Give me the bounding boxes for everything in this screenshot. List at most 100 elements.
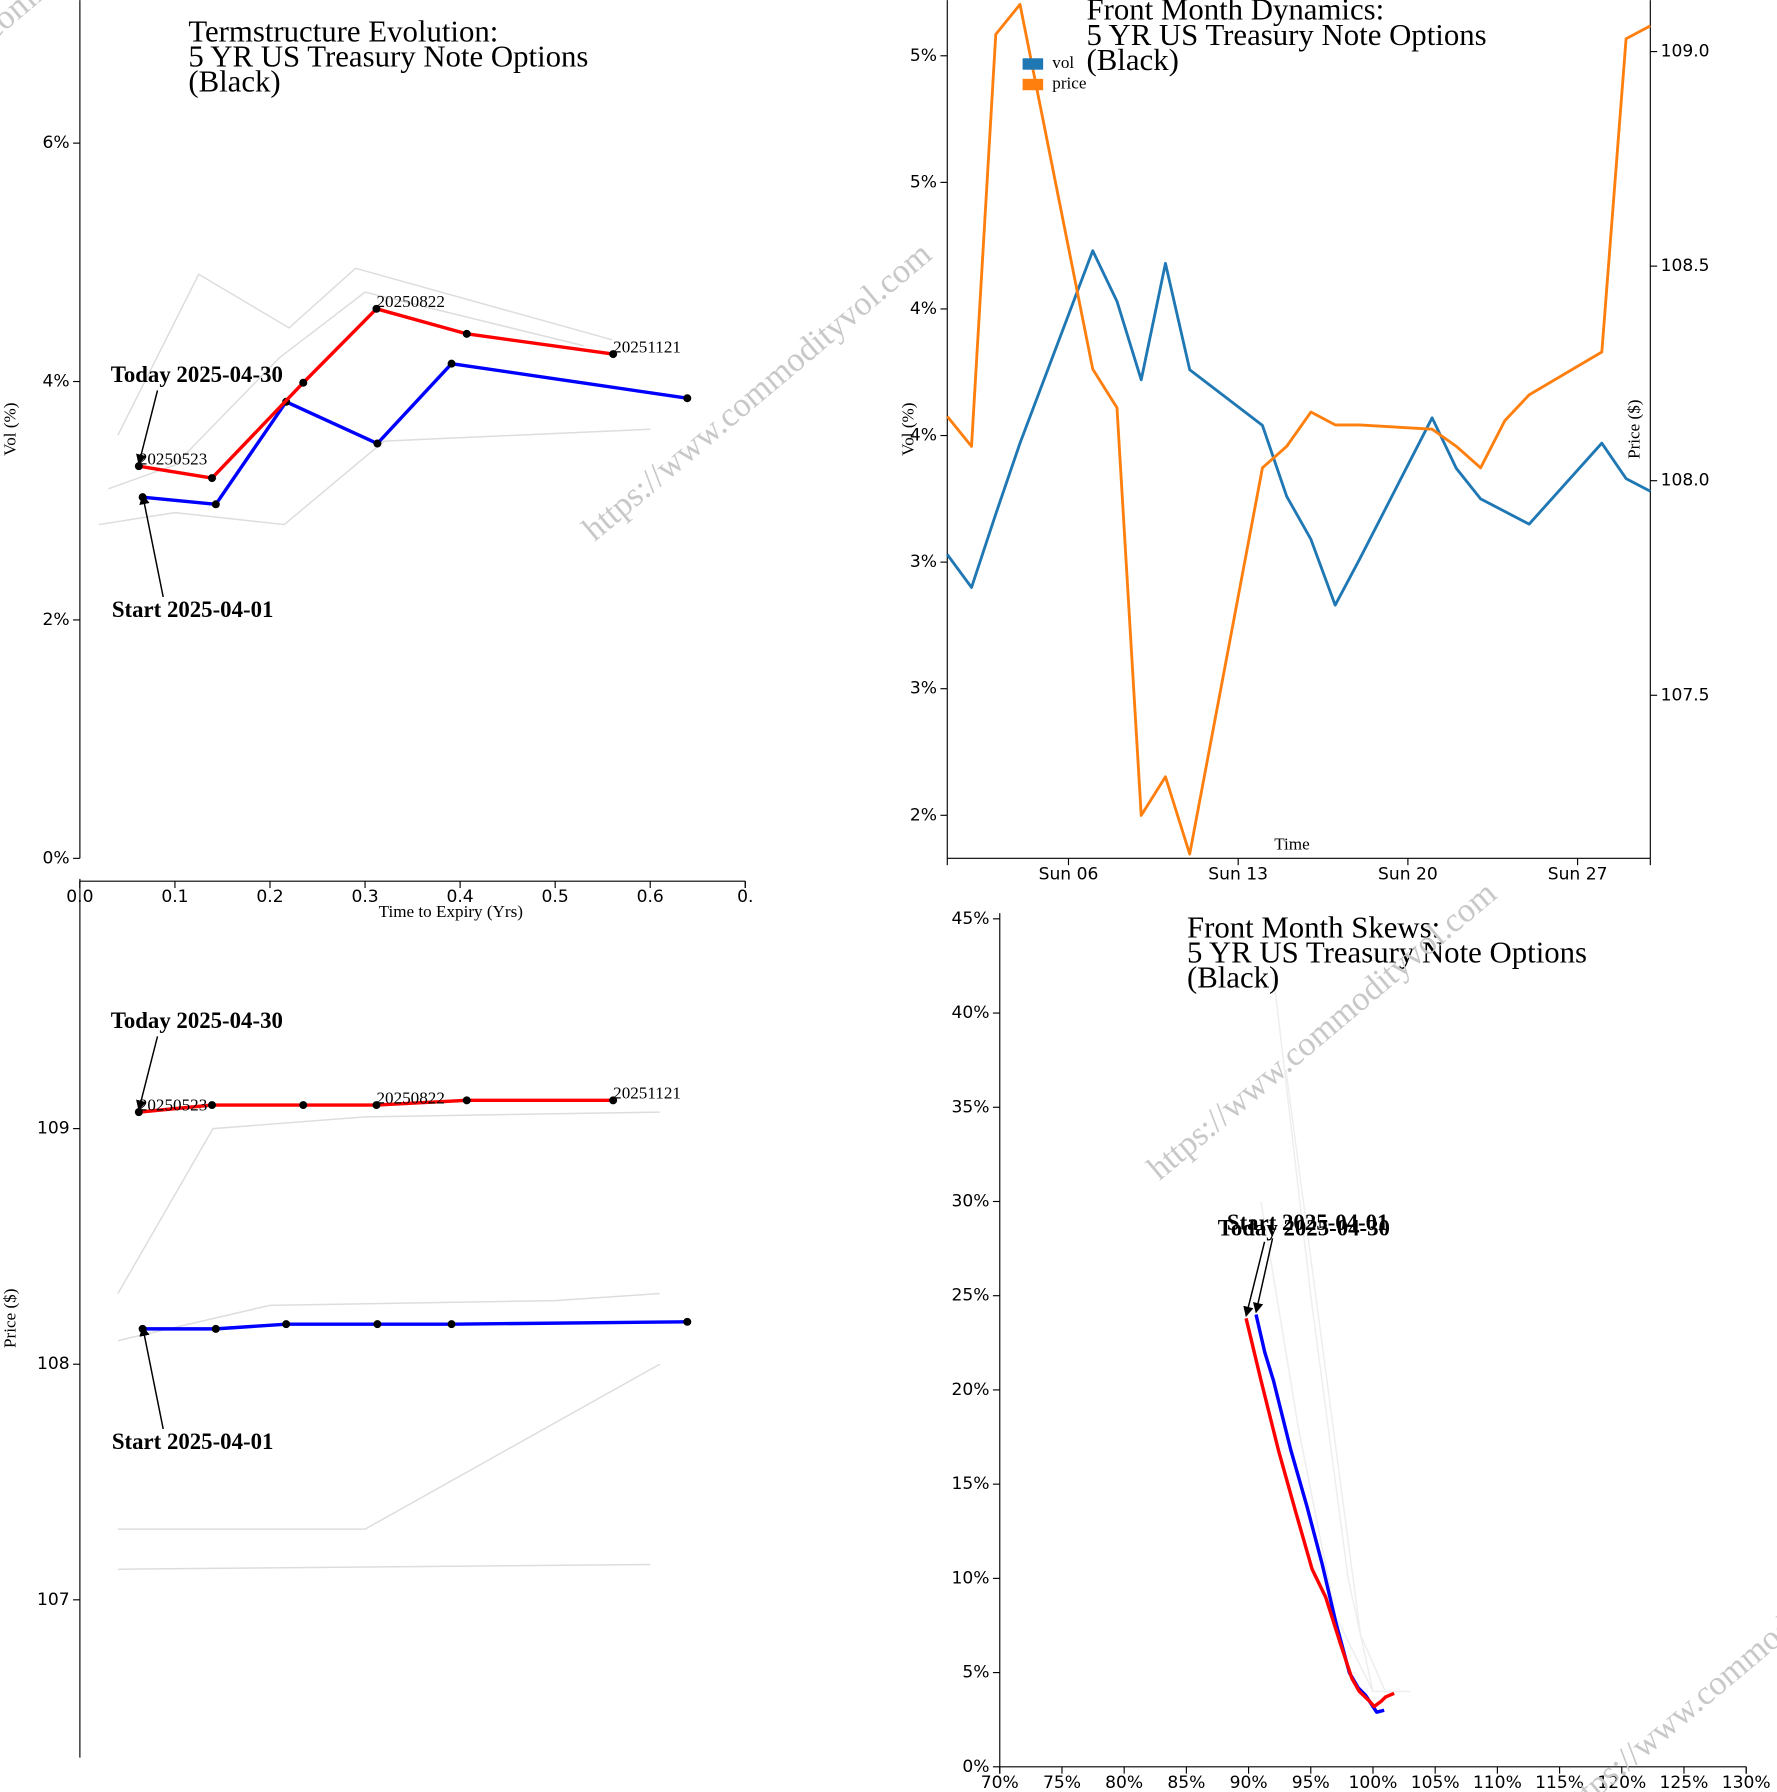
annotation: Today 2025-04-30 bbox=[111, 1008, 283, 1033]
annotation: Today 2025-04-30 bbox=[111, 362, 283, 387]
history-line bbox=[117, 1111, 660, 1294]
annotation-arrow bbox=[139, 493, 164, 598]
legend-label: price bbox=[1052, 73, 1086, 92]
y-tick-label: 5% bbox=[910, 172, 937, 192]
x-tick-label: 95% bbox=[1292, 1773, 1330, 1792]
legend-swatch bbox=[1022, 78, 1044, 91]
point bbox=[372, 304, 381, 313]
y2-tick-label: 107.5 bbox=[1661, 685, 1710, 705]
point-label: 20250523 bbox=[139, 449, 207, 468]
history-line bbox=[108, 291, 584, 490]
x-tick-label: Sun 27 bbox=[1548, 864, 1608, 884]
legend-swatch bbox=[1022, 58, 1044, 70]
chart-title: Front Month Dynamics: bbox=[1087, 0, 1385, 27]
y-axis-label: Vol (%) bbox=[899, 403, 918, 456]
y2-tick-label: 108.5 bbox=[1661, 256, 1710, 276]
point bbox=[208, 474, 217, 483]
annotation-arrow bbox=[1253, 1238, 1274, 1314]
history-line bbox=[98, 428, 651, 526]
point-label: 20251121 bbox=[613, 1084, 681, 1103]
point bbox=[447, 1320, 456, 1329]
y-tick-label: 35% bbox=[951, 1097, 989, 1117]
series-line bbox=[946, 2, 1651, 856]
series-line bbox=[138, 307, 614, 480]
x-tick-label: 0.4 bbox=[446, 887, 473, 907]
y-tick-label: 4% bbox=[910, 299, 937, 319]
chart-title: Termstructure Evolution: bbox=[188, 14, 498, 48]
x-tick-label: 80% bbox=[1105, 1773, 1143, 1792]
y-tick-label: 6% bbox=[42, 133, 69, 153]
x-tick-label: Sun 20 bbox=[1378, 864, 1438, 884]
y-tick-label: 4% bbox=[910, 426, 937, 446]
series-line bbox=[142, 1320, 688, 1331]
y-tick-label: 5% bbox=[910, 46, 937, 66]
point bbox=[373, 439, 382, 448]
x-tick-label: 0.5 bbox=[542, 887, 569, 907]
point bbox=[282, 1320, 291, 1329]
y-tick-label: 40% bbox=[951, 1003, 989, 1023]
watermark: https://www.commodityvol.com bbox=[1551, 1513, 1777, 1792]
x-tick-label: 0.2 bbox=[256, 887, 283, 907]
x-tick-label: 110% bbox=[1473, 1773, 1522, 1792]
y-axis-label: Price ($) bbox=[0, 1289, 19, 1348]
y-tick-label: 3% bbox=[910, 679, 937, 699]
x-tick-label: 70% bbox=[981, 1773, 1019, 1792]
series-line bbox=[946, 249, 1651, 607]
x-tick-label: 130% bbox=[1722, 1773, 1771, 1792]
x-tick-label: 105% bbox=[1411, 1773, 1460, 1792]
x-tick-label: 0. bbox=[737, 887, 753, 907]
point bbox=[683, 394, 692, 403]
x-tick-label: 120% bbox=[1597, 1773, 1646, 1792]
y-tick-label: 107 bbox=[37, 1590, 70, 1610]
legend-label: vol bbox=[1052, 53, 1074, 72]
annotation: Start 2025-04-01 bbox=[1227, 1210, 1389, 1235]
point bbox=[211, 1324, 220, 1333]
x-tick-label: 90% bbox=[1230, 1773, 1268, 1792]
point bbox=[372, 1101, 381, 1110]
history-line bbox=[117, 1292, 660, 1342]
point-label: 20250822 bbox=[376, 292, 444, 311]
chart-title: (Black) bbox=[1087, 43, 1179, 77]
y-tick-label: 5% bbox=[962, 1663, 989, 1683]
annotation: Today 2025-04-30 bbox=[1218, 1216, 1390, 1241]
annotation-arrow bbox=[136, 1036, 159, 1111]
point-label: 20250523 bbox=[139, 1095, 207, 1114]
point-label: 20251121 bbox=[613, 337, 681, 356]
point bbox=[208, 1101, 217, 1110]
x-tick-label: Sun 13 bbox=[1208, 864, 1268, 884]
annotation-arrow bbox=[139, 1325, 164, 1430]
point bbox=[373, 1320, 382, 1329]
y2-tick-label: 108.0 bbox=[1661, 471, 1710, 491]
y-tick-label: 4% bbox=[42, 372, 69, 392]
y-tick-label: 30% bbox=[951, 1191, 989, 1211]
y-tick-label: 108 bbox=[37, 1354, 70, 1374]
point bbox=[683, 1317, 692, 1326]
y-tick-label: 15% bbox=[951, 1474, 989, 1494]
watermark: https://www.commodityvol.com bbox=[0, 0, 203, 160]
y-tick-label: 3% bbox=[910, 552, 937, 572]
chart-title: 5 YR US Treasury Note Options bbox=[188, 40, 588, 74]
point bbox=[299, 378, 308, 387]
chart-title: 5 YR US Treasury Note Options bbox=[1187, 935, 1587, 969]
y-axis-label: Vol (%) bbox=[0, 403, 19, 456]
x-tick-label: 115% bbox=[1535, 1773, 1584, 1792]
series-line bbox=[138, 1098, 614, 1114]
annotation-arrow bbox=[136, 390, 159, 465]
series-line bbox=[1244, 1317, 1395, 1709]
y-tick-label: 2% bbox=[910, 805, 937, 825]
x-tick-label: 125% bbox=[1660, 1773, 1709, 1792]
chart-title: (Black) bbox=[188, 65, 280, 99]
x-axis-label: Time to Expiry (Yrs) bbox=[379, 902, 523, 921]
history-line bbox=[1260, 1201, 1374, 1692]
point bbox=[609, 350, 618, 359]
y2-tick-label: 109.0 bbox=[1661, 42, 1710, 62]
annotation: Start 2025-04-01 bbox=[112, 597, 274, 622]
history-line bbox=[1272, 975, 1411, 1693]
x-tick-label: 0.1 bbox=[161, 887, 188, 907]
x-tick-label: 100% bbox=[1349, 1773, 1398, 1792]
chart-title: 5 YR US Treasury Note Options bbox=[1087, 18, 1487, 52]
x-tick-label: 0.6 bbox=[637, 887, 664, 907]
point bbox=[211, 500, 220, 509]
point bbox=[447, 359, 456, 368]
